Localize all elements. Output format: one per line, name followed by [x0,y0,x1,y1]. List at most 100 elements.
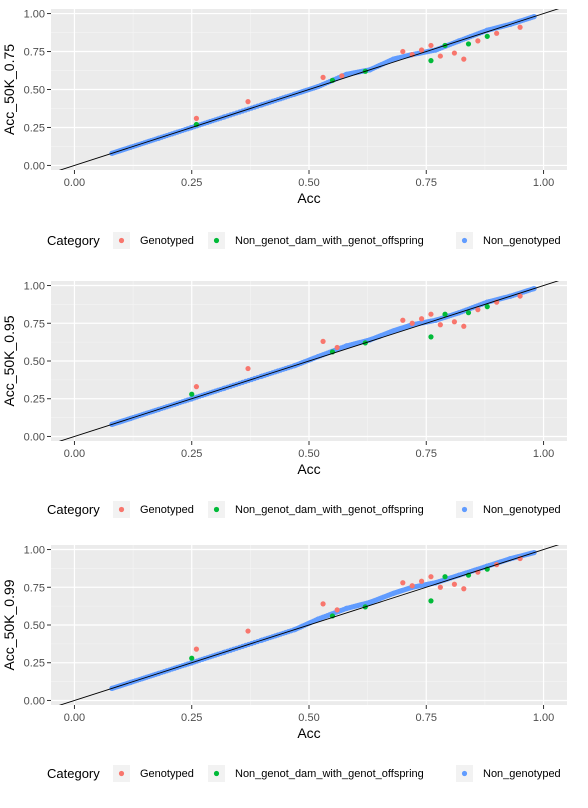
x-tick-label: 0.50 [298,177,319,189]
data-point [334,344,340,351]
y-tick-label: 0.75 [24,47,45,59]
legend-dot [213,237,220,244]
data-point [451,319,458,325]
y-tick-label: 0.50 [24,620,45,632]
legend-title: Category [47,502,100,517]
legend-dot [461,506,468,513]
y-tick-label: 0.50 [24,356,45,368]
y-axis-title: Acc_50K_0.99 [1,579,17,670]
y-tick-label: 0.00 [24,695,45,707]
y-axis-title: Acc_50K_0.95 [1,315,17,406]
data-point [418,47,425,53]
x-tick-label: 0.50 [298,448,319,460]
data-point [315,616,321,622]
scatter-points [109,285,537,427]
data-point [320,74,326,80]
x-tick-label: 0.00 [64,448,85,460]
legend-label: Genotyped [140,235,194,247]
data-point [418,316,425,322]
x-tick-label: 0.25 [181,712,202,724]
data-point [451,50,458,56]
x-tick-label: 1.00 [533,177,554,189]
data-point [245,99,251,105]
x-tick-label: 1.00 [533,712,554,724]
y-axis-title: Acc_50K_0.75 [1,44,17,135]
x-axis-title: Acc [297,190,320,206]
legend-dot [461,237,468,244]
data-point [428,598,434,604]
data-point [428,311,434,317]
data-point [193,646,200,652]
data-point [390,56,397,62]
data-point [437,322,443,328]
data-point [475,38,481,44]
x-tick-label: 0.50 [298,712,319,724]
legend: Category Genotyped Non_genot_dam_with_geno… [47,232,561,249]
reference-line [58,9,560,170]
data-point [343,605,350,611]
x-axis-title: Acc [297,461,320,477]
legend-dot [461,770,468,777]
y-tick-label: 0.75 [24,318,45,330]
x-tick-label: 0.00 [64,712,85,724]
chart-panel-3: 0.00 0.00 0.25 0.25 0.50 0.50 0.75 0.75 1.00 1.00… [1,545,567,782]
x-axis-title: Acc [297,725,320,741]
data-point [461,56,467,62]
x-tick-label: 1.00 [533,448,554,460]
legend-label: Non_genotyped [483,504,561,516]
legend-label: Non_genot_dam_with_genot_offspring [235,235,424,247]
legend-title: Category [47,766,100,781]
legend-dot [213,770,220,777]
data-point [437,584,443,590]
data-point [193,115,200,121]
y-tick-label: 0.25 [24,122,45,134]
data-point [437,53,443,59]
legend-dot [118,770,125,777]
data-point [517,293,523,299]
data-point [245,365,251,372]
legend: Category Genotyped Non_genot_dam_with_geno… [47,765,561,782]
data-point [451,581,458,587]
legend-label: Genotyped [140,768,194,780]
data-point [400,48,406,55]
data-point [400,580,406,586]
data-point [442,574,448,580]
data-point [245,628,251,634]
reference-line [58,545,560,705]
legend-title: Category [47,233,100,248]
data-point [428,42,434,49]
y-tick-label: 0.50 [24,85,45,97]
data-point [409,583,415,589]
x-tick-label: 0.75 [416,448,437,460]
data-point [418,578,425,584]
data-point [428,334,434,340]
y-tick-label: 0.25 [24,658,45,670]
data-point [390,328,397,334]
data-point [343,343,350,349]
data-point [367,599,373,605]
data-point [428,58,434,64]
reference-line [58,281,560,441]
x-tick-label: 0.75 [416,712,437,724]
y-tick-label: 0.75 [24,582,45,594]
series-non-genot-dam-with-genot-offspring [189,304,490,397]
legend-dot [213,506,220,513]
data-point [465,41,472,47]
data-point [494,30,500,36]
legend-dot [118,506,125,513]
chart-panel-2: 0.00 0.00 0.25 0.25 0.50 0.50 0.75 0.75 1.00 1.00… [1,281,567,518]
legend-dot [118,237,125,244]
data-point [343,71,350,77]
data-point [193,384,200,390]
y-tick-label: 1.00 [24,9,45,21]
data-point [465,310,472,316]
data-point [320,601,326,607]
data-point [390,590,397,596]
data-point [484,33,490,39]
data-point [461,586,467,592]
y-tick-label: 0.00 [24,431,45,443]
data-point [475,307,481,313]
y-tick-label: 1.00 [24,545,45,557]
x-tick-label: 0.25 [181,448,202,460]
